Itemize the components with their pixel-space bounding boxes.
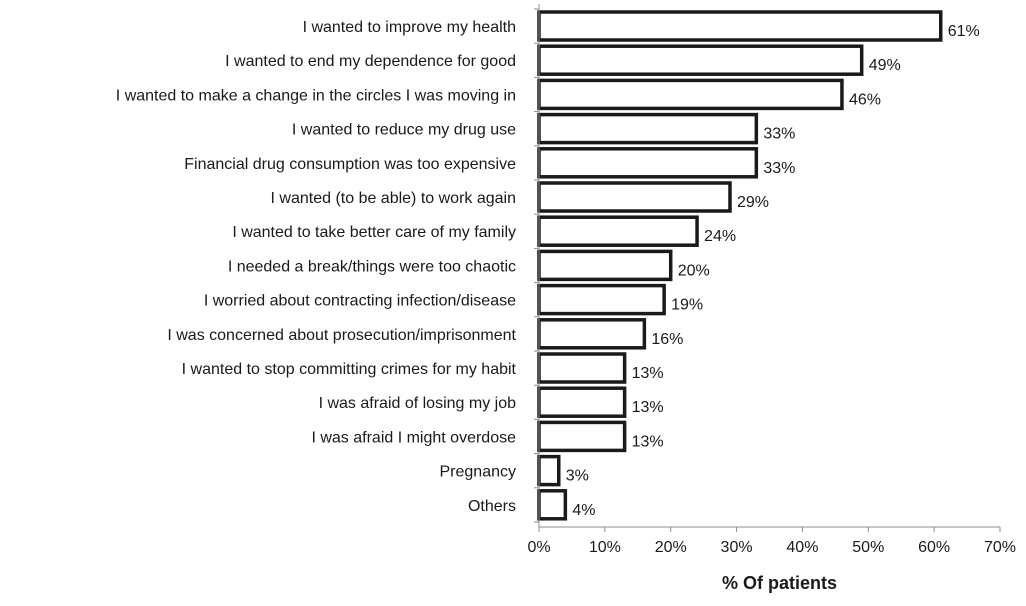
bar bbox=[537, 147, 759, 179]
data-label: 3% bbox=[566, 468, 589, 485]
bar bbox=[537, 181, 732, 213]
category-label: Pregnancy bbox=[440, 464, 517, 481]
bar bbox=[537, 44, 864, 76]
bar bbox=[537, 386, 627, 418]
category-label: I worried about contracting infection/di… bbox=[204, 293, 516, 310]
category-label: I wanted to reduce my drug use bbox=[292, 122, 516, 139]
data-label: 19% bbox=[671, 297, 703, 314]
data-label: 46% bbox=[849, 91, 881, 108]
data-label: 61% bbox=[948, 23, 980, 40]
value-labels: 61% 49% 46% 33% 33% 29%24% 20% 19% 16% 13% 13% 13% 3… bbox=[566, 23, 980, 519]
bar bbox=[537, 352, 627, 384]
data-label: 13% bbox=[632, 365, 664, 382]
category-label: I was afraid I might overdose bbox=[311, 429, 516, 446]
x-tick-label: 20% bbox=[655, 539, 687, 556]
bar bbox=[537, 454, 561, 487]
bars-layer bbox=[537, 10, 943, 521]
bar bbox=[537, 283, 666, 316]
data-label: 24% bbox=[704, 228, 736, 245]
category-labels: I wanted to improve my health I wanted to… bbox=[116, 19, 517, 515]
bar bbox=[537, 78, 844, 111]
bar bbox=[537, 420, 627, 453]
bar bbox=[537, 318, 647, 350]
category-label: I was concerned about prosecution/impris… bbox=[167, 327, 516, 344]
x-tick-label: 10% bbox=[589, 539, 621, 556]
x-axis: 0% 10% 20% 30% 40% 50% 60% 70% bbox=[527, 4, 1016, 556]
bar bbox=[537, 249, 673, 282]
bar bbox=[537, 489, 568, 521]
x-tick-label: 70% bbox=[984, 539, 1016, 556]
x-tick-label: 40% bbox=[786, 539, 818, 556]
bar bbox=[537, 10, 943, 42]
x-tick-label: 30% bbox=[721, 539, 753, 556]
x-tick-label: 0% bbox=[527, 539, 550, 556]
category-label: I wanted to take better care of my famil… bbox=[232, 224, 516, 241]
data-label: 33% bbox=[763, 126, 795, 143]
x-axis-title: % Of patients bbox=[722, 573, 837, 593]
data-label: 33% bbox=[763, 160, 795, 177]
data-label: 20% bbox=[678, 262, 710, 279]
bar bbox=[537, 215, 699, 247]
data-label: 29% bbox=[737, 194, 769, 211]
category-label: I wanted to end my dependence for good bbox=[225, 53, 516, 70]
data-label: 49% bbox=[869, 57, 901, 74]
category-label: Financial drug consumption was too expen… bbox=[184, 156, 516, 173]
bar bbox=[537, 112, 759, 145]
x-tick-label: 60% bbox=[918, 539, 950, 556]
data-label: 13% bbox=[632, 399, 664, 416]
category-label: Others bbox=[468, 498, 516, 515]
data-label: 13% bbox=[632, 433, 664, 450]
category-label: I needed a break/things were too chaotic bbox=[228, 258, 516, 275]
category-label: I was afraid of losing my job bbox=[319, 395, 517, 412]
data-label: 16% bbox=[651, 331, 683, 348]
data-label: 4% bbox=[572, 502, 595, 519]
x-tick-label: 50% bbox=[852, 539, 884, 556]
category-label: I wanted to make a change in the circles… bbox=[116, 87, 516, 104]
category-label: I wanted (to be able) to work again bbox=[271, 190, 516, 207]
category-label: I wanted to improve my health bbox=[303, 19, 516, 36]
category-label: I wanted to stop committing crimes for m… bbox=[182, 361, 517, 378]
